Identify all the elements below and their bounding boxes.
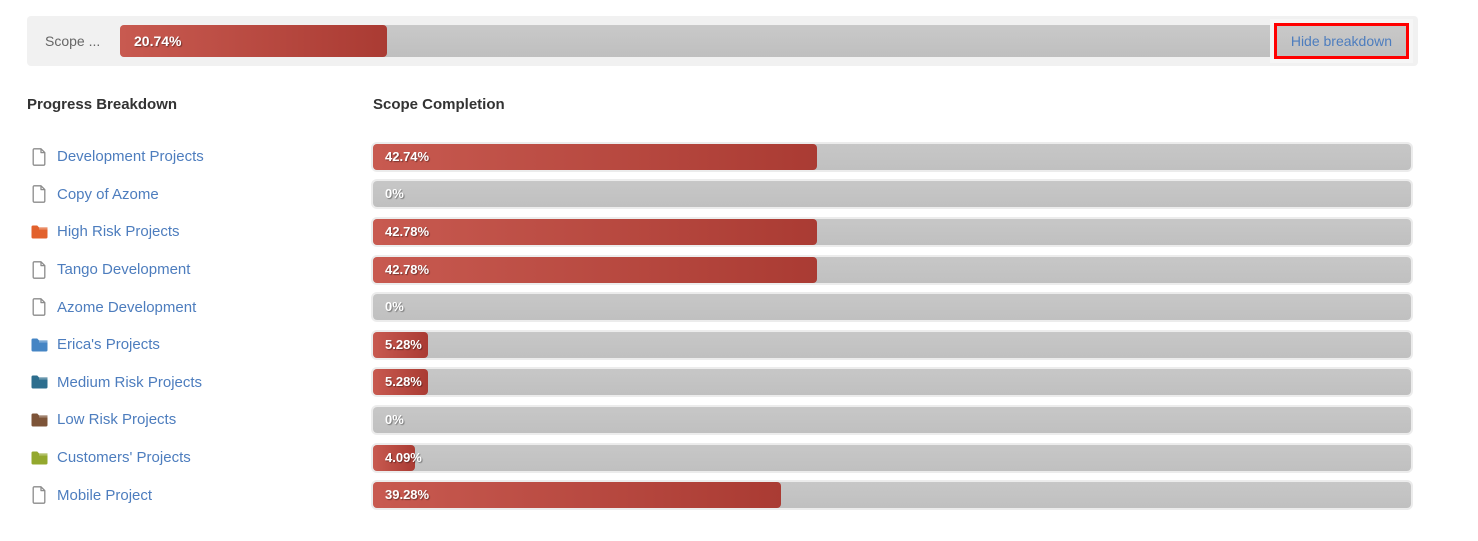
scope-progress-track: 20.74% Hide breakdown	[120, 23, 1409, 59]
breakdown-section: Progress Breakdown Scope Completion Deve…	[27, 92, 1411, 514]
progress-value: 5.28%	[385, 336, 422, 352]
project-item: Medium Risk Projects	[27, 372, 373, 392]
progress-value: 5.28%	[385, 374, 422, 390]
progress-fill	[373, 218, 818, 245]
project-link[interactable]: Low Risk Projects	[57, 411, 177, 429]
progress-fill	[373, 143, 817, 170]
project-link[interactable]: Tango Development	[57, 261, 191, 279]
progress-value: 4.09%	[385, 449, 422, 465]
project-link[interactable]: Azome Development	[57, 298, 197, 316]
project-item: Copy of Azome	[27, 184, 373, 204]
scope-progress-banner: Scope ... 20.74% Hide breakdown	[27, 16, 1418, 66]
progress-bar: 5.28%	[373, 331, 1411, 358]
progress-value: 42.74%	[385, 148, 430, 164]
progress-fill	[373, 331, 428, 358]
progress-bar: 42.78%	[373, 218, 1411, 245]
progress-fill	[373, 369, 428, 396]
folder-icon	[31, 225, 47, 239]
project-link[interactable]: Development Projects	[57, 148, 204, 166]
project-row: High Risk Projects 42.78%	[27, 213, 1411, 251]
project-row: Mobile Project 39.28%	[27, 476, 1411, 514]
folder-icon	[31, 413, 47, 427]
folder-icon	[31, 375, 47, 389]
progress-breakdown-header: Progress Breakdown	[27, 95, 178, 113]
progress-bar: 4.09%	[373, 444, 1411, 471]
progress-value: 0%	[385, 411, 404, 427]
project-row: Medium Risk Projects 5.28%	[27, 364, 1411, 402]
project-row: Tango Development 42.78%	[27, 251, 1411, 289]
scope-progress-value: 20.74%	[134, 33, 182, 49]
project-link[interactable]: Customers' Projects	[57, 449, 191, 467]
project-item: Customers' Projects	[27, 448, 373, 468]
progress-value: 0%	[385, 299, 404, 315]
document-icon	[32, 486, 46, 504]
project-row: Development Projects 42.74%	[27, 138, 1411, 176]
document-icon	[32, 185, 46, 204]
progress-bar: 0%	[373, 294, 1411, 321]
folder-icon	[31, 451, 47, 465]
project-item: High Risk Projects	[27, 222, 373, 242]
project-row: Copy of Azome 0%	[27, 176, 1411, 214]
project-link[interactable]: Copy of Azome	[57, 185, 159, 203]
hide-breakdown-link[interactable]: Hide breakdown	[1290, 33, 1392, 49]
progress-fill	[373, 482, 781, 509]
section-headers: Progress Breakdown Scope Completion	[27, 92, 1411, 116]
scope-completion-header: Scope Completion	[373, 95, 505, 113]
progress-value: 42.78%	[385, 261, 430, 277]
document-icon	[32, 260, 46, 279]
annotation-box: Hide breakdown	[1273, 23, 1409, 59]
progress-value: 39.28%	[385, 487, 430, 503]
project-item: Tango Development	[27, 260, 373, 280]
project-item: Azome Development	[27, 297, 373, 317]
progress-value: 0%	[385, 186, 404, 202]
project-link[interactable]: High Risk Projects	[57, 223, 180, 241]
document-icon	[32, 298, 46, 317]
project-item: Low Risk Projects	[27, 410, 373, 430]
progress-bar: 5.28%	[373, 369, 1411, 396]
progress-value: 42.78%	[385, 223, 430, 239]
progress-fill	[373, 444, 416, 471]
progress-bar: 42.74%	[373, 143, 1411, 170]
scope-progress-fill: 20.74%	[120, 25, 387, 57]
project-item: Erica's Projects	[27, 335, 373, 355]
progress-bar: 42.78%	[373, 256, 1411, 283]
document-icon	[32, 147, 46, 166]
project-link[interactable]: Erica's Projects	[57, 336, 160, 354]
progress-bar: 0%	[373, 406, 1411, 433]
project-row: Low Risk Projects 0%	[27, 401, 1411, 439]
project-row: Erica's Projects 5.28%	[27, 326, 1411, 364]
project-rows: Development Projects 42.74% Copy of Azom…	[27, 138, 1411, 514]
scope-label: Scope ...	[45, 33, 101, 49]
progress-bar: 39.28%	[373, 482, 1411, 509]
folder-icon	[31, 338, 47, 352]
project-item: Mobile Project	[27, 485, 373, 505]
progress-fill	[373, 256, 818, 283]
project-link[interactable]: Mobile Project	[57, 486, 153, 504]
project-link[interactable]: Medium Risk Projects	[57, 373, 203, 391]
project-row: Azome Development 0%	[27, 288, 1411, 326]
project-row: Customers' Projects 4.09%	[27, 439, 1411, 477]
project-item: Development Projects	[27, 147, 373, 167]
progress-bar: 0%	[373, 181, 1411, 208]
